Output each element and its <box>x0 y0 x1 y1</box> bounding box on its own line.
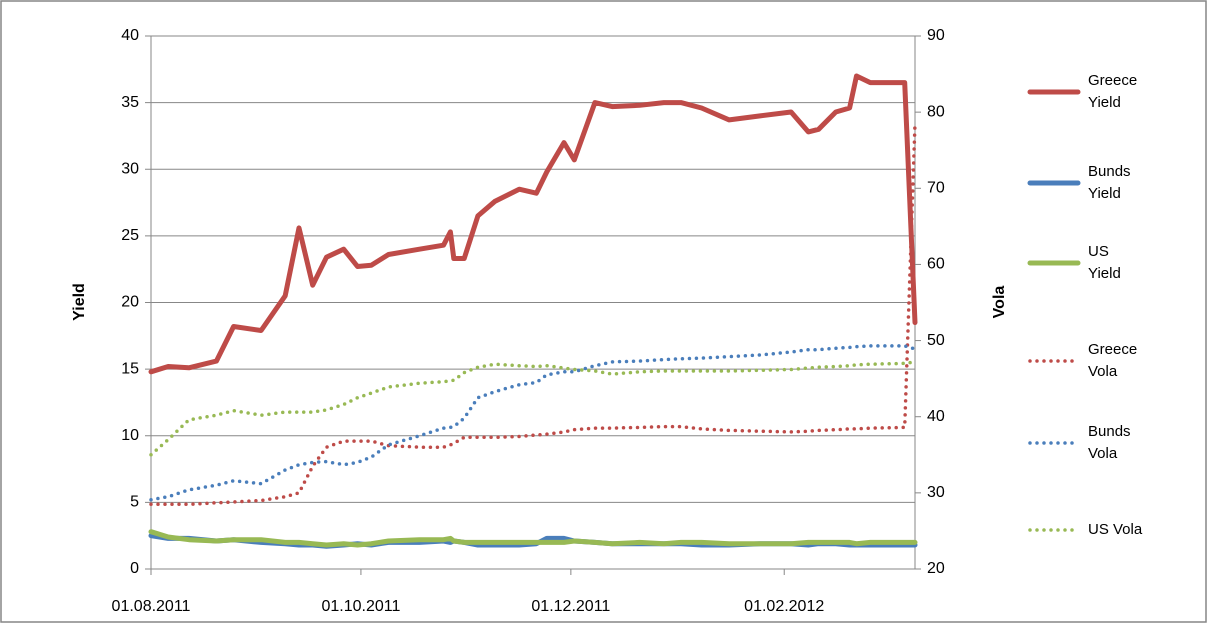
x-tick-label: 01.02.2012 <box>744 598 824 615</box>
y-tick-label: 25 <box>121 227 139 244</box>
y-tick-label: 30 <box>121 160 139 177</box>
y2-tick-label: 90 <box>927 27 945 44</box>
y2-tick-label: 40 <box>927 408 945 425</box>
x-tick-label: 01.12.2011 <box>531 598 610 615</box>
y2-tick-label: 70 <box>927 180 945 197</box>
y-tick-label: 35 <box>121 94 139 111</box>
y2-tick-label: 30 <box>927 484 945 501</box>
y-tick-label: 5 <box>130 494 139 511</box>
legend-label: Bunds Vola <box>1088 423 1131 462</box>
y-tick-label: 20 <box>121 294 139 311</box>
y-tick-label: 10 <box>121 427 139 444</box>
legend-label: US Yield <box>1088 243 1121 282</box>
line <box>148 533 918 549</box>
dotted-line <box>149 344 917 502</box>
legend-label: Greece Yield <box>1088 72 1138 111</box>
y2-tick-label: 80 <box>927 103 945 120</box>
dotted-line <box>149 360 917 457</box>
y2-tick-label: 50 <box>927 332 945 349</box>
x-tick-label: 01.08.2011 <box>112 598 191 615</box>
legend-label: Greece Vola <box>1088 341 1138 380</box>
y-tick-label: 40 <box>121 27 139 44</box>
y2-tick-label: 60 <box>927 256 945 273</box>
y-tick-label: 0 <box>130 560 139 577</box>
legend-label: US Vola <box>1088 521 1143 538</box>
legend-label: Bunds Yield <box>1088 163 1131 202</box>
x-tick-label: 01.10.2011 <box>321 598 400 615</box>
y2-tick-label: 20 <box>927 560 945 577</box>
line <box>148 73 918 375</box>
y-axis-title: Yield <box>71 283 88 321</box>
dotted-line <box>149 121 917 507</box>
y-tick-label: 15 <box>121 360 139 377</box>
y2-axis-title: Vola <box>991 286 1008 319</box>
line <box>148 529 918 548</box>
